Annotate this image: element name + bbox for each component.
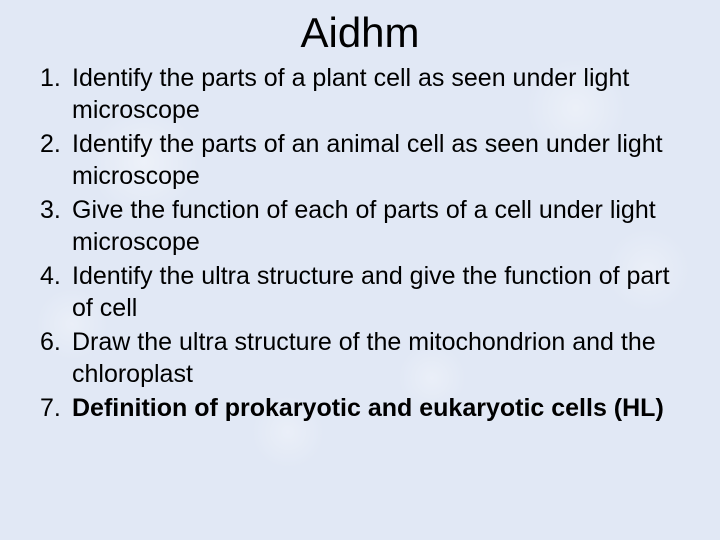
list-item-text: Identify the ultra structure and give th…: [72, 262, 670, 322]
list-item-text: Definition of prokaryotic and eukaryotic…: [72, 394, 664, 422]
list-item: Give the function of each of parts of a …: [72, 194, 680, 258]
slide-container: Aidhm Identify the parts of a plant cell…: [0, 0, 720, 540]
list-item: Identify the parts of a plant cell as se…: [72, 62, 680, 126]
slide-title: Aidhm: [30, 10, 690, 56]
list-item-text: Identify the parts of an animal cell as …: [72, 130, 663, 190]
list-item: Draw the ultra structure of the mitochon…: [72, 326, 680, 390]
list-item: Identify the ultra structure and give th…: [72, 260, 680, 324]
objectives-list: Identify the parts of a plant cell as se…: [30, 62, 690, 424]
list-item-text: Draw the ultra structure of the mitochon…: [72, 328, 656, 388]
list-item-text: Identify the parts of a plant cell as se…: [72, 64, 629, 124]
list-item-text: Give the function of each of parts of a …: [72, 196, 656, 256]
list-item: Definition of prokaryotic and eukaryotic…: [72, 392, 680, 424]
list-item: Identify the parts of an animal cell as …: [72, 128, 680, 192]
